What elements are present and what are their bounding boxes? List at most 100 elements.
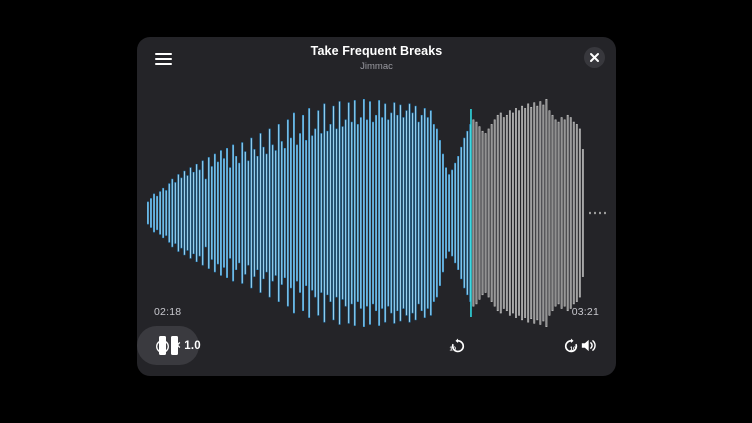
waveform-bar-fill <box>257 156 258 270</box>
waveform-bar-fill <box>412 113 414 313</box>
waveform-bar-fill <box>384 104 386 322</box>
speedometer-icon <box>155 339 170 354</box>
waveform-bar-fill <box>159 191 161 235</box>
waveform-bar-fill <box>223 158 225 268</box>
waveform-bar-fill <box>381 117 383 309</box>
waveform-bar-fill <box>485 133 487 293</box>
waveform-bar-fill <box>433 124 435 302</box>
waveform-bar-fill <box>527 104 529 322</box>
waveform-bar-fill <box>512 113 514 313</box>
waveform-bar-fill <box>317 111 319 315</box>
waveform-bar-fill <box>518 111 520 315</box>
waveform-bar-fill <box>339 101 341 325</box>
waveform-bar-fill <box>530 107 532 319</box>
waveform-bar-fill <box>202 161 204 265</box>
waveform-bar-fill <box>314 129 316 297</box>
waveform-bar-fill <box>524 108 526 318</box>
volume-high-icon[interactable] <box>574 331 602 359</box>
waveform-bar-fill <box>354 100 356 326</box>
waveform-bar-fill <box>196 164 198 262</box>
waveform-bar-fill <box>539 101 541 325</box>
hamburger-line <box>154 52 172 55</box>
waveform-bar-fill <box>466 131 468 295</box>
waveform-bar-fill <box>229 168 231 258</box>
waveform-bar-fill <box>269 129 271 297</box>
waveform-bar-fill <box>579 129 581 297</box>
waveform-bar-fill <box>396 115 398 311</box>
waveform-bar-fill <box>275 150 277 276</box>
waveform-bar-fill <box>460 147 462 279</box>
svg-text:10: 10 <box>449 346 455 352</box>
waveform-bar-fill <box>150 198 152 228</box>
transport-controls: × 1.0 10 10 <box>137 326 616 376</box>
waveform-bar-fill <box>503 117 505 309</box>
waveform-bar-fill <box>284 148 286 278</box>
waveform-bar-fill <box>244 152 246 274</box>
waveform-bar-fill <box>326 131 328 295</box>
waveform-bar-fill <box>296 145 298 281</box>
track-title: Take Frequent Breaks <box>310 44 443 58</box>
waveform-bar-fill <box>415 106 417 320</box>
skip-forward-10-icon[interactable]: 10 <box>557 331 585 359</box>
waveform-bar-fill <box>153 194 155 232</box>
waveform-bar-fill <box>576 124 578 302</box>
waveform-bar-fill <box>375 115 377 311</box>
waveform-bar-fill <box>549 111 550 315</box>
waveform-bar-fill <box>180 178 182 248</box>
waveform-bar-fill <box>272 145 274 281</box>
hamburger-line <box>154 57 172 60</box>
waveform-bar-fill <box>311 136 313 290</box>
waveform-bar-fill <box>174 182 176 244</box>
waveform-bar-fill <box>302 115 304 311</box>
waveform-bar-fill <box>390 113 392 313</box>
waveform-bar-fill <box>308 108 310 318</box>
waveform-bar-fill <box>494 120 496 306</box>
waveform-bar-fill <box>582 149 584 277</box>
waveform-bar-fill <box>457 156 459 270</box>
waveform-bar-fill <box>241 142 243 284</box>
waveform-bar-fill <box>448 174 450 252</box>
waveform-bar-fill <box>147 202 149 224</box>
waveform-bar-fill <box>232 145 234 281</box>
time-row: 02:18 03:21 <box>137 306 616 322</box>
waveform-bar-fill <box>177 174 179 252</box>
waveform-bar-fill <box>472 120 474 306</box>
waveform-bar-fill <box>558 122 560 304</box>
waveform-bar-fill <box>171 179 173 247</box>
playback-speed-label: × 1.0 <box>174 340 201 352</box>
waveform-bar-fill <box>250 138 252 288</box>
waveform-bar-fill <box>378 100 380 326</box>
waveform-bar-fill <box>521 106 523 320</box>
hamburger-menu-icon[interactable] <box>149 46 177 71</box>
waveform-bar-fill <box>506 115 508 311</box>
track-artist: Jimmac <box>360 61 393 72</box>
window-header: Take Frequent Breaks Jimmac <box>137 37 616 79</box>
waveform-bar-fill <box>168 183 170 243</box>
close-icon[interactable] <box>584 47 605 68</box>
waveform-bar-fill <box>552 115 553 311</box>
waveform-bar-fill <box>564 120 566 306</box>
waveform-bar-fill <box>305 140 307 286</box>
hamburger-line <box>154 62 172 65</box>
skip-back-10-icon[interactable]: 10 <box>443 331 471 359</box>
waveform-bar-fill <box>184 171 185 255</box>
waveform-bar-fill <box>253 149 255 277</box>
waveform-bar-fill <box>515 108 517 318</box>
waveform-bar-fill <box>351 122 353 304</box>
pause-icon-bar <box>170 336 178 355</box>
playback-speed-button[interactable]: × 1.0 <box>151 332 205 360</box>
waveform-bar-fill <box>320 133 322 293</box>
waveform-bar-fill <box>533 103 535 323</box>
waveform-bar-fill <box>217 162 219 264</box>
waveform-bar-fill <box>476 122 477 304</box>
waveform-seekbar[interactable] <box>137 79 616 339</box>
waveform-bar-fill <box>290 138 292 288</box>
waveform-bar-fill <box>573 122 575 304</box>
waveform-bar-fill <box>165 190 167 236</box>
waveform-bar-fill <box>442 154 444 272</box>
waveform-bar-fill <box>193 172 195 254</box>
waveform-bar-fill <box>439 140 441 286</box>
waveform-bar-fill <box>393 103 395 323</box>
waveform-bar-fill <box>445 168 447 258</box>
